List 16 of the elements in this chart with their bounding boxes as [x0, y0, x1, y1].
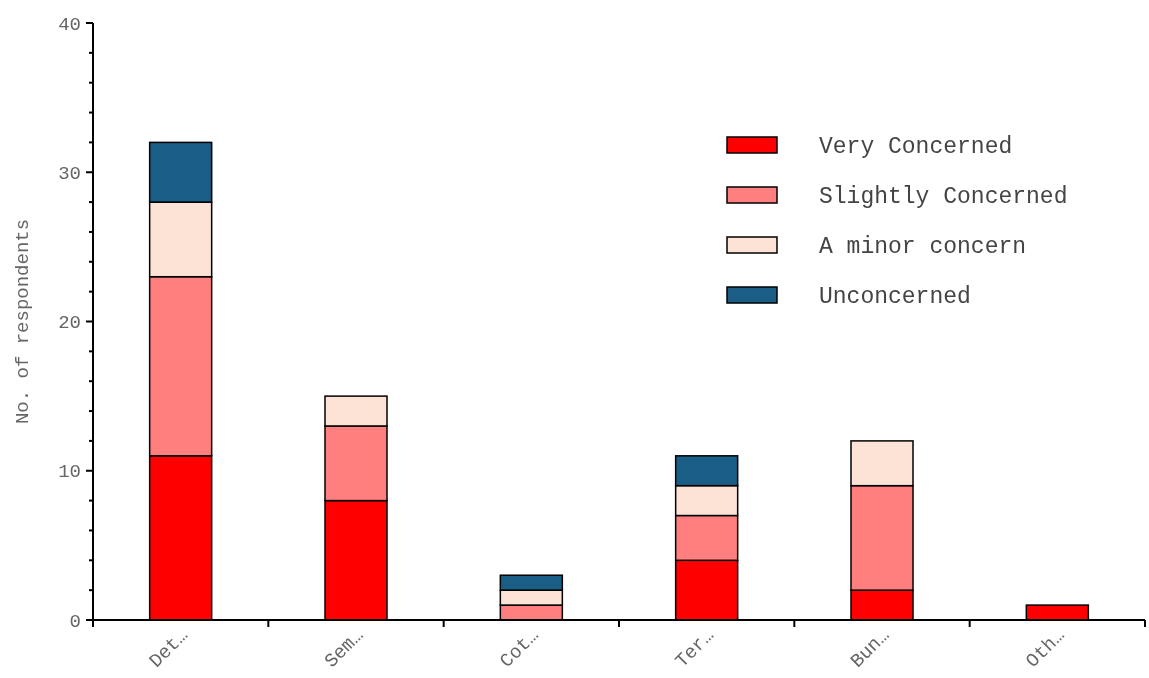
x-tick-label: Ter…	[671, 624, 719, 673]
x-tick-label: Det…	[145, 624, 193, 673]
legend-label: Unconcerned	[819, 284, 971, 311]
y-tick-label: 10	[58, 461, 81, 484]
x-tick-label: Oth…	[1021, 624, 1070, 673]
y-tick-label: 0	[69, 610, 81, 633]
x-tick-label: Cot…	[495, 624, 544, 673]
x-tick-label: Sem…	[320, 624, 369, 673]
y-tick-label: 30	[58, 162, 81, 185]
y-tick-label: 40	[58, 13, 81, 36]
y-axis-title: No. of respondents	[12, 218, 34, 425]
x-tick-label: Bun…	[846, 624, 895, 673]
y-tick-label: 20	[58, 312, 81, 335]
legend-label: A minor concern	[819, 234, 1027, 261]
legend-label: Very Concerned	[819, 134, 1013, 161]
legend-label: Slightly Concerned	[819, 184, 1068, 211]
